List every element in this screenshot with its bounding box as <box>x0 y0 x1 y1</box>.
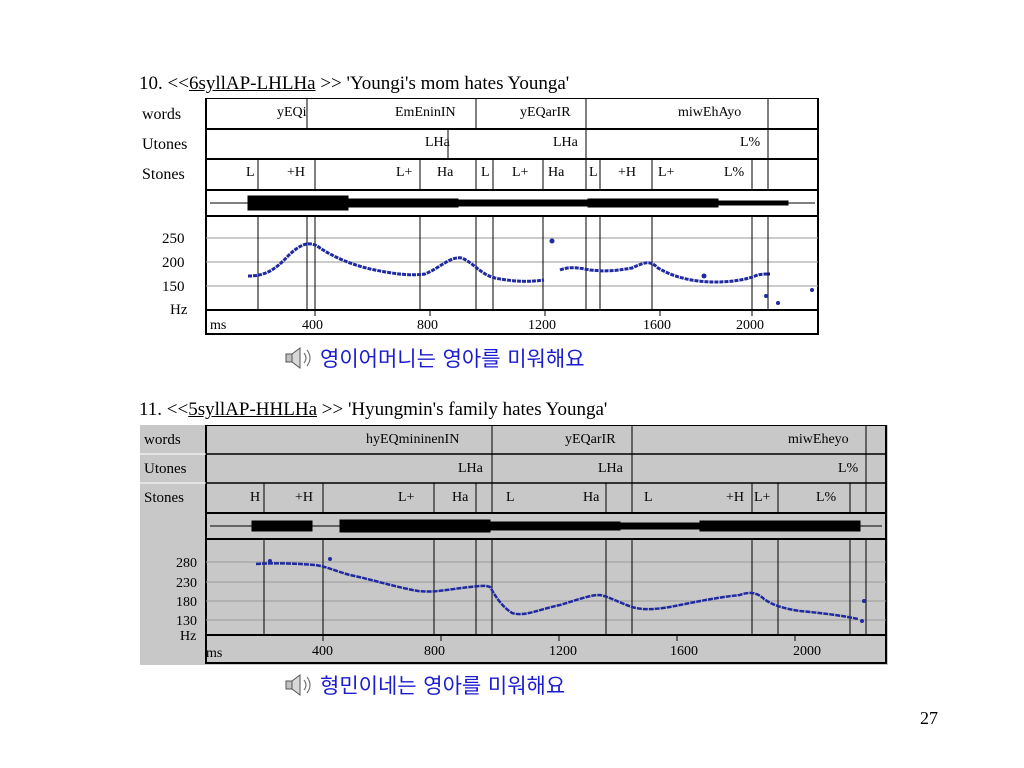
x-tick: 400 <box>302 318 323 333</box>
stone-label: L <box>506 490 515 505</box>
stone-label: +H <box>295 490 313 505</box>
x-tick: 1200 <box>528 318 556 333</box>
y-tick: 130 <box>176 614 197 629</box>
figure-11-caption: 11. <<5syllAP-HHLHa >> 'Hyungmin's famil… <box>139 399 608 420</box>
stone-label: L% <box>724 165 745 180</box>
stone-label: L% <box>816 490 837 505</box>
tier-label-utones: Utones <box>144 461 187 477</box>
figure-11-annotation-panel: words Utones Stones hyEQmininenIN yEQarI… <box>140 425 888 665</box>
y-tick: 180 <box>176 595 197 610</box>
stone-label: L <box>644 490 653 505</box>
utone-label: LHa <box>598 461 624 476</box>
y-unit: Hz <box>180 629 196 644</box>
y-unit: Hz <box>170 302 188 318</box>
stone-label: L+ <box>754 490 771 505</box>
stone-label: L <box>246 165 255 180</box>
figure-10-annotation-panel: words Utones Stones yEQi EmEninIN yEQarI… <box>142 98 819 335</box>
korean-sentence: 영이어머니는 영아를 미워해요 <box>320 347 585 371</box>
stone-label: Ha <box>583 490 600 505</box>
speaker-icon[interactable] <box>284 673 318 697</box>
utone-label: L% <box>838 461 859 476</box>
y-tick: 250 <box>162 231 185 247</box>
figure-10-link[interactable]: 6syllAP-LHLHa <box>188 73 316 94</box>
tier-label-stones: Stones <box>142 166 185 183</box>
word-label: miwEhAyo <box>678 105 741 120</box>
figure-11-link[interactable]: 5syllAP-HHLHa <box>188 399 318 420</box>
word-label: hyEQmininenIN <box>366 432 459 447</box>
stone-label: L+ <box>398 490 415 505</box>
tier-label-utones: Utones <box>142 136 187 153</box>
waveform <box>210 519 882 533</box>
stone-label: +H <box>726 490 744 505</box>
x-tick: 1600 <box>670 644 698 659</box>
y-tick: 230 <box>176 576 197 591</box>
x-tick: 800 <box>417 318 438 333</box>
waveform <box>210 195 815 211</box>
word-label: yEQarIR <box>565 432 616 447</box>
stone-label: Ha <box>437 165 454 180</box>
utone-label: LHa <box>553 135 579 150</box>
speaker-icon[interactable] <box>284 346 318 370</box>
stone-label: L <box>481 165 490 180</box>
x-tick: 2000 <box>793 644 821 659</box>
korean-sentence: 형민이네는 영아를 미워해요 <box>320 674 566 698</box>
figure-10-korean-caption: 영이어머니는 영아를 미워해요 <box>284 343 585 373</box>
tier-label-words: words <box>144 432 181 448</box>
x-tick: 2000 <box>736 318 764 333</box>
stone-label: L+ <box>658 165 675 180</box>
figure-11-korean-caption: 형민이네는 영아를 미워해요 <box>284 670 565 700</box>
word-label: yEQarIR <box>520 105 571 120</box>
utone-label: LHa <box>425 135 451 150</box>
pitch-outliers <box>268 557 866 623</box>
x-tick: 1200 <box>549 644 577 659</box>
pitch-outliers <box>549 238 814 305</box>
pitch-contour <box>255 562 859 621</box>
x-tick: 1600 <box>643 318 671 333</box>
word-label: miwEheyo <box>788 432 849 447</box>
x-tick: 400 <box>312 644 333 659</box>
stone-label: H <box>250 490 260 505</box>
utone-label: LHa <box>458 461 484 476</box>
utone-label: L% <box>740 135 761 150</box>
y-tick: 280 <box>176 556 197 571</box>
word-label: yEQi <box>277 105 307 120</box>
stone-label: L+ <box>512 165 529 180</box>
tier-label-words: words <box>142 106 181 123</box>
stone-label: +H <box>287 165 305 180</box>
stone-label: +H <box>618 165 636 180</box>
x-tick: 800 <box>424 644 445 659</box>
x-unit: ms <box>206 646 222 661</box>
pitch-contour <box>247 242 771 284</box>
stone-label: L+ <box>396 165 413 180</box>
page-number: 27 <box>920 708 938 728</box>
y-tick: 150 <box>162 279 185 295</box>
figure-10-caption: 10. <<6syllAP-LHLHa >> 'Youngi's mom hat… <box>139 73 570 94</box>
y-tick: 200 <box>162 255 185 271</box>
tier-label-stones: Stones <box>144 490 184 506</box>
stone-label: Ha <box>452 490 469 505</box>
stone-label: Ha <box>548 165 565 180</box>
stone-label: L <box>589 165 598 180</box>
word-label: EmEninIN <box>395 105 456 120</box>
x-unit: ms <box>210 318 226 333</box>
